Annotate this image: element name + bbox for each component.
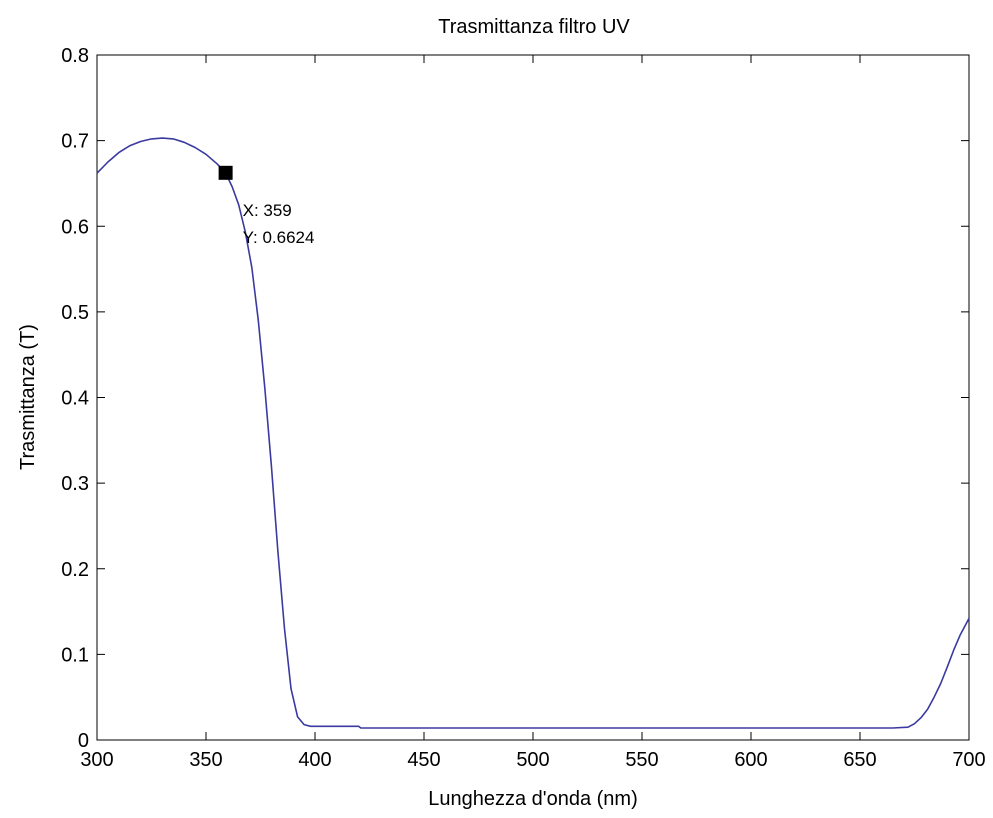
- x-tick-label: 400: [298, 749, 331, 771]
- x-axis-title: Lunghezza d'onda (nm): [428, 788, 638, 810]
- datatip-layer: X: 359 Y: 0.6624: [218, 165, 315, 247]
- y-tick-label: 0.6: [61, 216, 89, 238]
- series-line: [96, 137, 970, 729]
- y-tick-label: 0.8: [61, 45, 89, 67]
- x-tick-label: 700: [952, 749, 985, 771]
- y-axis-title: Trasmittanza (T): [17, 324, 39, 470]
- plot-frame: [96, 54, 970, 741]
- x-tick-label: 600: [734, 749, 767, 771]
- datatip-marker[interactable]: [218, 165, 233, 180]
- datatip-y-label: Y: 0.6624: [243, 228, 315, 247]
- x-tick-label: 550: [625, 749, 658, 771]
- y-tick-label: 0: [78, 730, 89, 752]
- x-tick-label: 500: [516, 749, 549, 771]
- y-tick-label: 0.3: [61, 473, 89, 495]
- y-tick-label: 0.1: [61, 644, 89, 666]
- chart-title: Trasmittanza filtro UV: [438, 16, 630, 38]
- y-tick-label: 0.2: [61, 559, 89, 581]
- x-tick-label: 450: [407, 749, 440, 771]
- x-tick-label: 350: [189, 749, 222, 771]
- series-layer: [96, 137, 970, 729]
- y-tick-label: 0.4: [61, 388, 89, 410]
- ticks-layer: 300 350 400 450 500 550 600 650 700 0 0.1 0.2 0.3 0.4…: [61, 45, 986, 771]
- y-tick-label: 0.5: [61, 302, 89, 324]
- x-tick-label: 650: [843, 749, 876, 771]
- y-tick-label: 0.7: [61, 131, 89, 153]
- datatip-x-label: X: 359: [243, 201, 292, 220]
- x-tick-label: 300: [80, 749, 113, 771]
- plot-area: [96, 54, 970, 741]
